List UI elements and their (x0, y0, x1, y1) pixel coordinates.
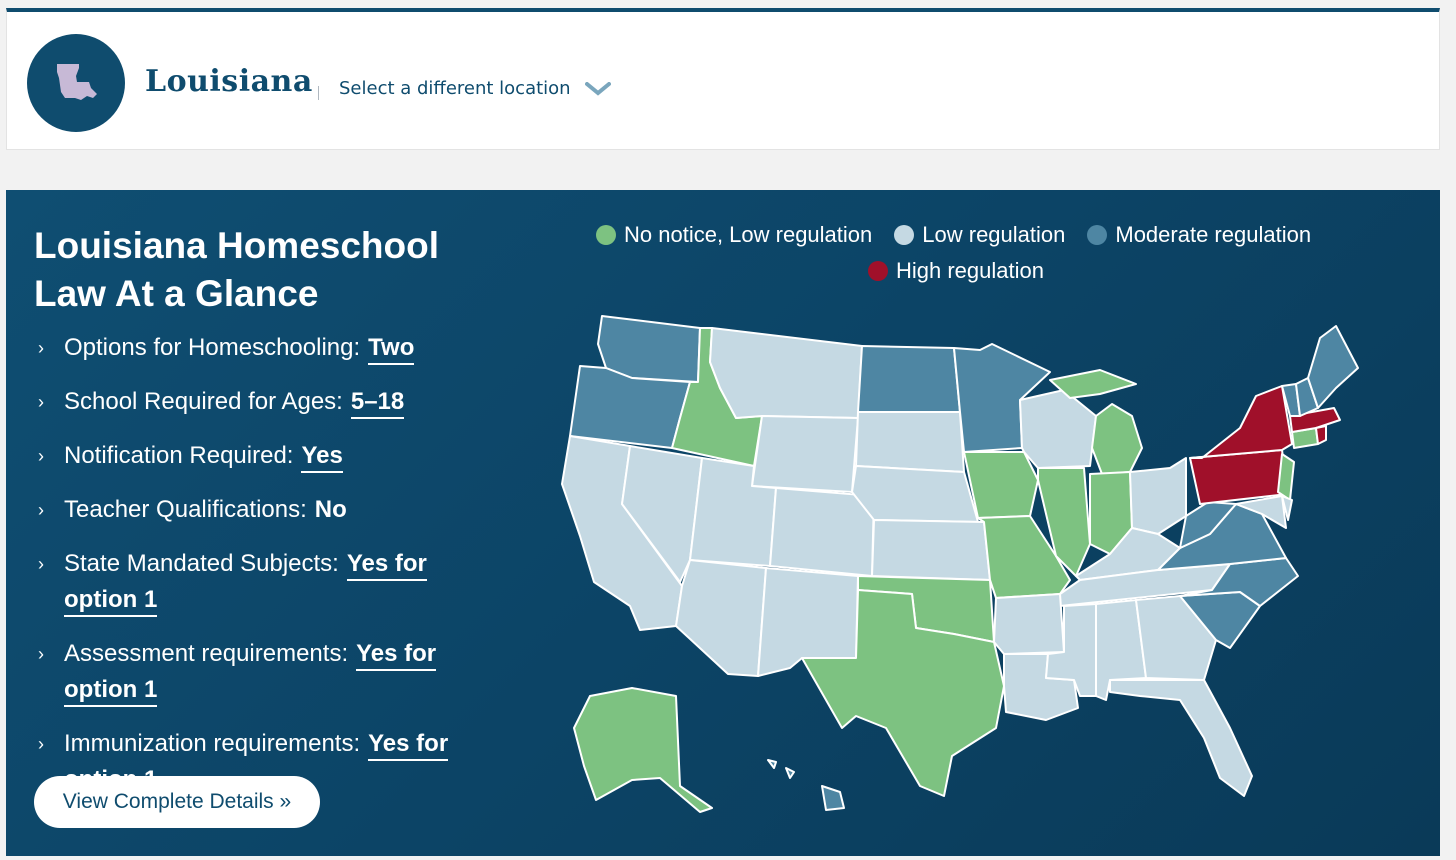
state-rhode-island[interactable] (1315, 425, 1327, 445)
fact-value-link[interactable]: Yes for option 1 (64, 640, 437, 707)
fact-subjects: › State Mandated Subjects: Yes for option… (34, 546, 474, 618)
fact-notification: › Notification Required: Yes (34, 438, 474, 474)
state-delaware[interactable] (1281, 495, 1293, 521)
at-a-glance-panel: Louisiana Homeschool Law At a Glance › O… (6, 190, 1440, 856)
state-wyoming[interactable] (751, 415, 859, 493)
map-legend: No notice, Low regulation Low regulation… (596, 222, 1356, 294)
chevron-right-icon: › (38, 734, 44, 754)
select-location-label: Select a different location (339, 78, 571, 99)
fact-label: School Required for Ages: (64, 388, 343, 415)
state-montana[interactable] (709, 327, 863, 419)
facts-list: › Options for Homeschooling: Two › School… (34, 330, 474, 816)
chevron-right-icon: › (38, 392, 44, 412)
state-hawaii[interactable] (767, 759, 845, 811)
state-iowa[interactable] (963, 451, 1039, 519)
legend-label: No notice, Low regulation (624, 222, 873, 247)
legend-dot (1087, 225, 1108, 245)
view-complete-details-button[interactable]: View Complete Details » (34, 776, 320, 828)
fact-value-link[interactable]: Yes (301, 442, 343, 473)
header-divider (318, 86, 319, 100)
fact-assessment: › Assessment requirements: Yes for option… (34, 636, 474, 708)
fact-value: No (314, 496, 347, 523)
state-pennsylvania[interactable] (1189, 449, 1289, 505)
chevron-down-icon (584, 81, 611, 96)
state-arkansas[interactable] (993, 593, 1065, 655)
state-maryland[interactable] (1235, 495, 1287, 529)
state-michigan[interactable] (1049, 369, 1143, 475)
fact-value-link[interactable]: Yes for option 1 (64, 550, 427, 617)
chevron-right-icon: › (38, 338, 44, 358)
state-nevada[interactable] (621, 445, 703, 583)
state-maine[interactable] (1307, 325, 1359, 409)
state-badge (27, 34, 125, 132)
chevron-right-icon: › (38, 644, 44, 664)
location-header: Louisiana Select a different location (6, 8, 1440, 150)
fact-label: Assessment requirements: (64, 640, 349, 667)
select-location-dropdown[interactable]: Select a different location (339, 78, 611, 99)
fact-label: Teacher Qualifications: (64, 496, 307, 523)
louisiana-state-shape-icon (57, 64, 97, 100)
panel-title: Louisiana Homeschool Law At a Glance (34, 225, 440, 314)
fact-label: Notification Required: (64, 442, 294, 469)
legend-dot (868, 261, 888, 281)
fact-label: Immunization requirements: (64, 730, 361, 757)
fact-label: State Mandated Subjects: (64, 550, 339, 577)
chevron-right-icon: › (38, 500, 44, 520)
state-nebraska[interactable] (851, 465, 979, 523)
fact-options: › Options for Homeschooling: Two (34, 330, 474, 366)
state-north-dakota[interactable] (857, 345, 961, 413)
legend-item-no-notice: No notice, Low regulation (596, 222, 872, 248)
state-west-virginia[interactable] (1179, 501, 1237, 549)
us-regulation-map (561, 315, 1359, 813)
legend-label: High regulation (896, 258, 1044, 283)
state-alaska[interactable] (573, 687, 713, 813)
state-arizona[interactable] (675, 559, 767, 677)
state-kansas[interactable] (871, 519, 991, 581)
legend-label: Low regulation (922, 222, 1066, 247)
fact-ages: › School Required for Ages: 5–18 (34, 384, 474, 420)
state-new-york[interactable] (1189, 385, 1293, 459)
legend-row: No notice, Low regulation Low regulation… (596, 222, 1356, 248)
state-texas[interactable] (801, 589, 1005, 797)
chevron-right-icon: › (38, 554, 44, 574)
legend-label: Moderate regulation (1115, 222, 1312, 247)
legend-item-moderate: Moderate regulation (1087, 222, 1311, 248)
legend-row: High regulation (596, 258, 1356, 284)
legend-item-low: Low regulation (894, 222, 1065, 248)
fact-label: Options for Homeschooling: (64, 334, 361, 361)
location-name: Louisiana (145, 64, 313, 99)
state-florida[interactable] (1109, 679, 1253, 797)
chevron-right-icon: › (38, 446, 44, 466)
legend-dot (596, 225, 616, 245)
fact-value-link[interactable]: 5–18 (350, 388, 405, 419)
state-ohio[interactable] (1129, 457, 1187, 535)
state-wisconsin[interactable] (1019, 389, 1097, 469)
state-south-dakota[interactable] (855, 411, 965, 473)
fact-value-link[interactable]: Two (368, 334, 415, 365)
legend-item-high: High regulation (868, 258, 1044, 284)
state-new-jersey[interactable] (1277, 453, 1295, 501)
fact-teacher: › Teacher Qualifications: No (34, 492, 474, 528)
legend-dot (894, 225, 915, 245)
